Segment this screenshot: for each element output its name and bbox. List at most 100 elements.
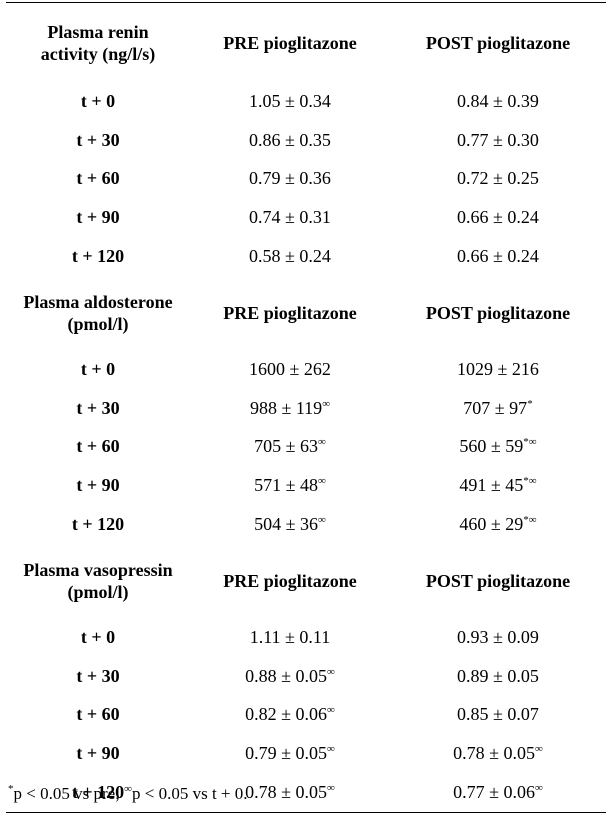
post-value-cell: 460 ± 29*∞ <box>390 505 606 544</box>
footnote-infinity: ∞ <box>124 783 132 795</box>
table-row: t + 120 504 ± 36∞ 460 ± 29*∞ <box>6 505 606 544</box>
time-point-cell: t + 120 <box>71 246 125 267</box>
post-value: 0.89 ± 0.05 <box>457 665 539 686</box>
post-significance-mark: * <box>527 397 533 410</box>
time-point-cell: t + 30 <box>76 665 120 686</box>
column-header-post: POST pioglitazone <box>425 570 571 591</box>
post-value-cell: 560 ± 59*∞ <box>390 428 606 467</box>
pre-value: 0.74 ± 0.31 <box>249 207 331 228</box>
post-significance-mark: *∞ <box>523 436 537 449</box>
post-value: 1029 ± 216 <box>457 358 539 379</box>
post-value: 0.66 ± 0.24 <box>457 207 539 228</box>
time-point-cell: t + 90 <box>76 207 120 228</box>
pre-value: 0.79 ± 0.36 <box>249 168 331 189</box>
post-value: 460 ± 29 <box>459 514 524 535</box>
pre-value: 0.82 ± 0.06 <box>245 704 328 725</box>
post-value-cell: 0.66 ± 0.24 <box>390 237 606 276</box>
pre-value-cell: 0.58 ± 0.24 <box>190 237 390 276</box>
section-label-renin: Plasma renin activity (ng/l/s) <box>6 3 190 83</box>
footnote-text-2: p < 0.05 vs t + 0. <box>131 784 248 803</box>
table-row: t + 120 0.58 ± 0.24 0.66 ± 0.24 <box>6 237 606 276</box>
pre-value: 988 ± 119 <box>249 397 323 418</box>
post-value: 707 ± 97 <box>463 397 528 418</box>
time-point-cell: t + 30 <box>76 129 120 150</box>
pre-value: 0.88 ± 0.05 <box>245 665 328 686</box>
post-value-cell: 0.77 ± 0.30 <box>390 121 606 160</box>
time-point-cell: t + 120 <box>71 514 125 535</box>
post-significance-mark: *∞ <box>523 514 537 527</box>
post-significance-mark: *∞ <box>523 475 537 488</box>
column-header-pre: PRE pioglitazone <box>223 302 357 323</box>
pre-significance-mark: ∞ <box>327 743 335 756</box>
section-label-line2: (pmol/l) <box>67 313 129 334</box>
post-value: 0.85 ± 0.07 <box>457 704 539 725</box>
table-body: Plasma renin activity (ng/l/s) PRE pioglit… <box>6 2 606 813</box>
pre-value-cell: 0.82 ± 0.06∞ <box>190 696 390 735</box>
post-value-cell: 0.85 ± 0.07 <box>390 696 606 735</box>
table-row: t + 0 1.05 ± 0.34 0.84 ± 0.39 <box>6 82 606 121</box>
pre-significance-mark: ∞ <box>322 397 331 410</box>
results-table: Plasma renin activity (ng/l/s) PRE pioglit… <box>6 2 606 813</box>
post-value: 0.84 ± 0.39 <box>457 90 539 111</box>
pre-value: 504 ± 36 <box>254 514 319 535</box>
table-row: t + 30 0.86 ± 0.35 0.77 ± 0.30 <box>6 121 606 160</box>
section-label-line2: (pmol/l) <box>67 581 129 602</box>
table-footnote: *p < 0.05 vs pre; ∞p < 0.05 vs t + 0. <box>8 784 248 804</box>
pre-value-cell: 0.88 ± 0.05∞ <box>190 657 390 696</box>
table-row: t + 90 571 ± 48∞ 491 ± 45*∞ <box>6 466 606 505</box>
post-value: 0.72 ± 0.25 <box>457 168 539 189</box>
post-value: 0.78 ± 0.05 <box>453 743 536 764</box>
post-value: 0.77 ± 0.30 <box>457 129 539 150</box>
pre-value: 0.79 ± 0.05 <box>245 743 328 764</box>
section-label-line1: Plasma renin <box>47 21 149 42</box>
post-value-cell: 0.84 ± 0.39 <box>390 82 606 121</box>
pre-value: 1600 ± 262 <box>249 358 331 379</box>
post-value-cell: 0.78 ± 0.05∞ <box>390 734 606 773</box>
post-value-cell: 1029 ± 216 <box>390 350 606 389</box>
post-value-cell: 491 ± 45*∞ <box>390 466 606 505</box>
pre-value: 0.78 ± 0.05 <box>245 782 328 803</box>
table-row: t + 60 0.79 ± 0.36 0.72 ± 0.25 <box>6 160 606 199</box>
pre-value: 0.58 ± 0.24 <box>249 246 331 267</box>
pre-value-cell: 1.05 ± 0.34 <box>190 82 390 121</box>
pre-value-cell: 0.79 ± 0.05∞ <box>190 734 390 773</box>
time-point-cell: t + 60 <box>76 704 120 725</box>
column-header-post: POST pioglitazone <box>425 302 571 323</box>
pre-significance-mark: ∞ <box>318 436 326 449</box>
table-row: t + 60 0.82 ± 0.06∞ 0.85 ± 0.07 <box>6 696 606 735</box>
table-row: t + 60 705 ± 63∞ 560 ± 59*∞ <box>6 428 606 467</box>
section-header-aldosterone: Plasma aldosterone (pmol/l) PRE pioglitazo… <box>6 276 606 350</box>
post-value: 0.93 ± 0.09 <box>457 626 539 647</box>
column-header-post: POST pioglitazone <box>425 32 571 53</box>
pre-value: 705 ± 63 <box>254 436 319 457</box>
post-value: 0.66 ± 0.24 <box>457 246 539 267</box>
time-point-cell: t + 0 <box>80 358 116 379</box>
pre-value-cell: 988 ± 119∞ <box>190 389 390 428</box>
pre-value-cell: 504 ± 36∞ <box>190 505 390 544</box>
section-header-vasopressin: Plasma vasopressin (pmol/l) PRE pioglitazo… <box>6 544 606 618</box>
table-row: t + 30 988 ± 119∞ 707 ± 97* <box>6 389 606 428</box>
table-row: t + 120 0.78 ± 0.05∞ 0.77 ± 0.06∞ <box>6 773 606 812</box>
table-row: t + 90 0.74 ± 0.31 0.66 ± 0.24 <box>6 198 606 237</box>
post-value-cell: 0.93 ± 0.09 <box>390 618 606 657</box>
post-value-cell: 0.77 ± 0.06∞ <box>390 773 606 812</box>
pre-significance-mark: ∞ <box>327 704 335 717</box>
column-header-pre: PRE pioglitazone <box>223 570 357 591</box>
time-point-cell: t + 60 <box>76 436 120 457</box>
pre-value: 1.11 ± 0.11 <box>249 626 331 647</box>
time-point-cell: t + 0 <box>80 626 116 647</box>
post-value-cell: 0.89 ± 0.05 <box>390 657 606 696</box>
pre-significance-mark: ∞ <box>318 475 326 488</box>
time-point-cell: t + 120 <box>71 782 125 803</box>
section-label-line1: Plasma vasopressin <box>23 559 173 580</box>
section-label-line1: Plasma aldosterone <box>23 291 173 312</box>
time-point-cell: t + 90 <box>76 475 120 496</box>
pre-significance-mark: ∞ <box>327 665 335 678</box>
post-significance-mark: ∞ <box>535 782 543 795</box>
table-row: t + 0 1.11 ± 0.11 0.93 ± 0.09 <box>6 618 606 657</box>
time-point-cell: t + 30 <box>76 397 120 418</box>
table-row: t + 0 1600 ± 262 1029 ± 216 <box>6 350 606 389</box>
pre-value-cell: 1600 ± 262 <box>190 350 390 389</box>
section-header-renin: Plasma renin activity (ng/l/s) PRE pioglit… <box>6 3 606 83</box>
